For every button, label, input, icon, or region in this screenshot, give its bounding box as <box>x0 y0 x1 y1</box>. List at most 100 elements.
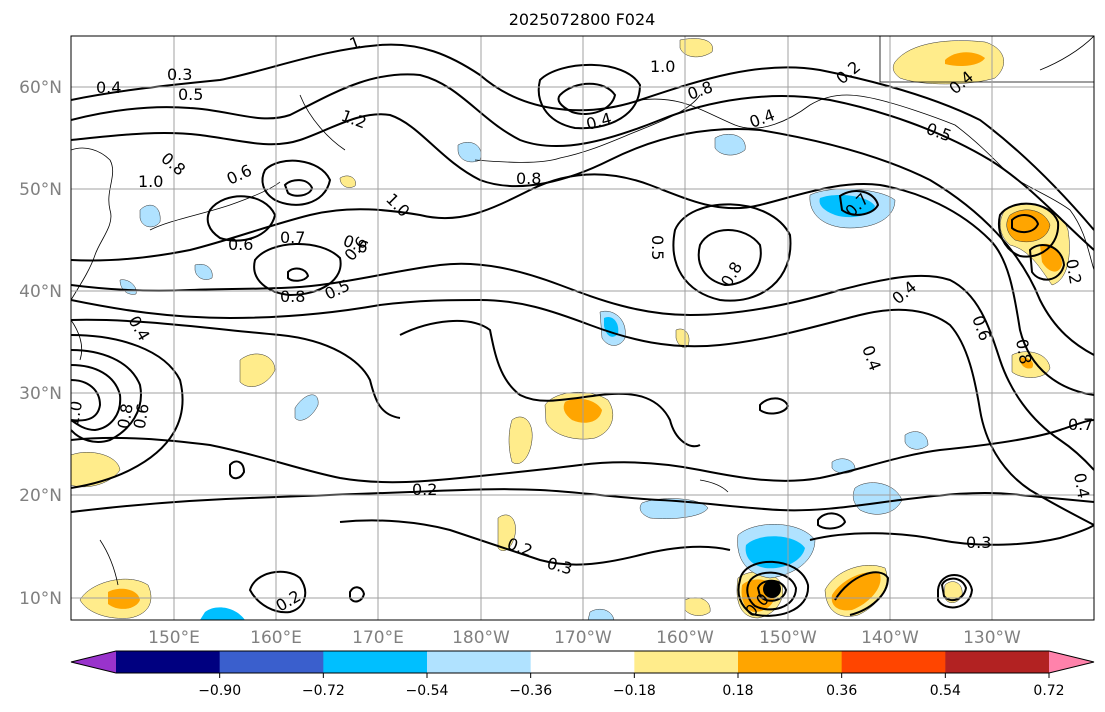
contour-label: 1.0 <box>63 399 86 427</box>
contour-label: 0.5 <box>178 85 203 104</box>
lon-label: 130°W <box>963 628 1021 648</box>
positive-shading <box>831 572 881 611</box>
colorbar-tick-label: −0.54 <box>406 683 449 699</box>
contour-line <box>283 179 314 197</box>
colorbar-under-extension <box>71 651 116 673</box>
coastline <box>299 94 346 151</box>
positive-shading <box>1020 357 1034 369</box>
coastline <box>149 181 281 231</box>
colorbar-tick-label: 0.72 <box>1033 683 1064 699</box>
colorbar-bin <box>427 651 532 673</box>
contour-label: 0.8 <box>280 287 305 306</box>
contour-line <box>399 319 701 448</box>
coastline <box>71 319 83 361</box>
negative-shading <box>587 609 615 620</box>
contour-line <box>71 379 102 422</box>
coastline <box>639 94 1094 271</box>
contour-line <box>672 203 792 302</box>
colorbar-bins <box>70 650 1095 674</box>
positive-shading <box>945 52 985 66</box>
contour-line <box>248 570 307 614</box>
colorbar: −0.90 −0.72 −0.54 −0.36 −0.18 0.18 0.36 0.54 0.7… <box>70 650 1095 699</box>
lon-label: 150°W <box>759 628 817 648</box>
figure-title: 2025072800 F024 <box>509 10 656 29</box>
latitude-labels: 10°N 20°N 30°N 40°N 50°N 60°N <box>19 78 62 609</box>
contour-line <box>998 202 1060 258</box>
contour-line <box>71 43 1094 231</box>
coastlines <box>71 36 1094 586</box>
contour-label: 0.3 <box>167 65 192 84</box>
coastline <box>879 36 1094 83</box>
negative-shading <box>139 204 161 228</box>
contour-line <box>206 195 277 242</box>
contour-line <box>71 334 184 489</box>
lat-label: 50°N <box>19 180 62 200</box>
negative-shading <box>294 394 319 421</box>
contour-label: 0.8 <box>1012 337 1035 365</box>
contour-label: 0.4 <box>1070 471 1093 499</box>
contour-label: 0.6 <box>130 402 153 430</box>
contour-label: 0.8 <box>516 169 541 188</box>
colorbar-bin <box>738 651 843 673</box>
contour-line <box>557 82 617 115</box>
contour-line <box>737 560 810 617</box>
positive-shading <box>497 514 516 551</box>
negative-shading <box>194 264 213 280</box>
colorbar-bin <box>945 651 1050 673</box>
colorbar-tick-label: −0.72 <box>302 683 345 699</box>
contour-line <box>287 267 310 282</box>
contour-line <box>253 242 342 297</box>
contour-line <box>834 571 890 616</box>
contour-label: 1.0 <box>138 172 163 191</box>
colorbar-outline <box>70 650 1095 674</box>
colorbar-over-extension <box>1049 651 1094 673</box>
negative-shading <box>200 607 245 620</box>
contour-label: 0.3 <box>966 533 991 552</box>
contour-label: 1 <box>347 32 363 53</box>
lon-label: 170°W <box>554 628 612 648</box>
contour-line <box>71 349 142 443</box>
lon-label: 160°E <box>250 628 302 648</box>
contour-line <box>937 574 974 609</box>
positive-shading <box>508 416 533 464</box>
contour-line <box>746 571 798 611</box>
colorbar-bin <box>634 651 739 673</box>
colorbar-tick-label: −0.90 <box>198 683 241 699</box>
contour-label: 0.2 <box>412 480 437 499</box>
contour-line <box>339 519 731 566</box>
longitude-labels: 150°E 160°E 170°E 180°W 170°W 160°W 150°… <box>148 628 1021 648</box>
lat-label: 60°N <box>19 78 62 98</box>
contour-line <box>71 488 1094 513</box>
contour-line <box>697 229 762 287</box>
lon-label: 140°W <box>861 628 919 648</box>
contour-line <box>71 419 1094 484</box>
negative-shading <box>714 134 746 156</box>
colorbar-bin <box>323 651 428 673</box>
contour-line <box>809 524 1094 546</box>
negative-shading <box>745 536 805 569</box>
contour-label: 0.6 <box>228 235 253 254</box>
negative-shading <box>904 431 929 450</box>
lat-label: 20°N <box>19 486 62 506</box>
colorbar-ticks: −0.90 −0.72 −0.54 −0.36 −0.18 0.18 0.36 0.54 0.7… <box>198 673 1065 699</box>
lon-label: 160°W <box>656 628 714 648</box>
contour-label: 0.5 <box>648 235 667 260</box>
contour-line <box>71 318 401 419</box>
colorbar-tick-label: 0.18 <box>722 683 753 699</box>
contour-line <box>229 460 246 480</box>
lat-label: 30°N <box>19 384 62 404</box>
contour-line <box>349 586 366 603</box>
lon-label: 150°E <box>148 628 200 648</box>
contour-line <box>1028 244 1066 281</box>
contour-label: 0.7 <box>1068 415 1093 434</box>
map-frame <box>70 35 1095 621</box>
colorbar-bin <box>219 651 324 673</box>
contour-label: 0.7 <box>280 228 305 247</box>
positive-shading <box>239 353 276 387</box>
contour-line <box>817 512 847 530</box>
lon-label: 180°W <box>452 628 510 648</box>
contour-line <box>71 364 122 432</box>
colorbar-bin <box>116 651 221 673</box>
contour-line <box>71 298 1094 526</box>
